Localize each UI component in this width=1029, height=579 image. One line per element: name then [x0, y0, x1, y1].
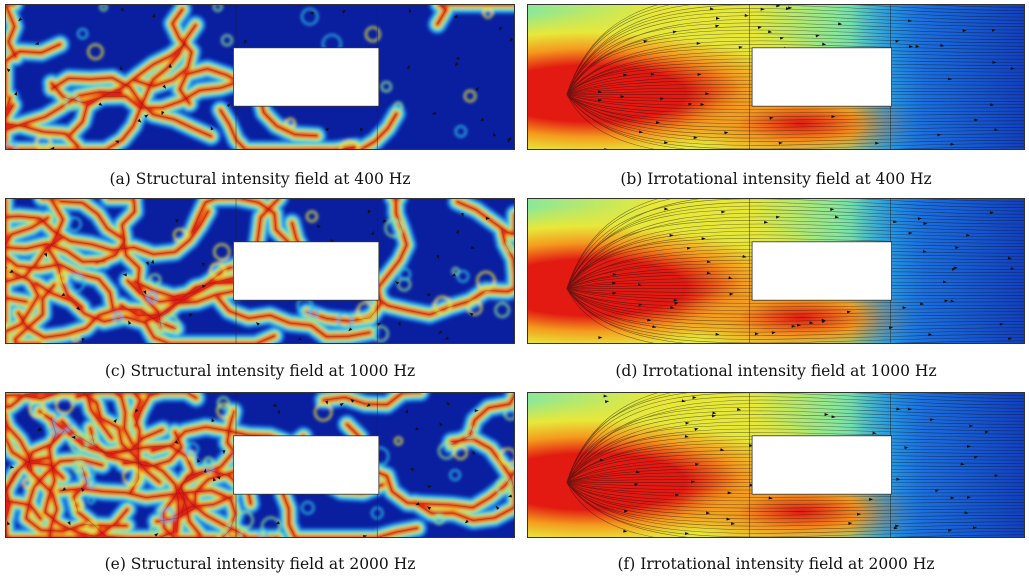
caption-e: (e) Structural intensity field at 2000 H… [104, 555, 416, 573]
structural-intensity-plot-1000hz [5, 198, 515, 344]
caption-a: (a) Structural intensity field at 400 Hz [109, 170, 411, 188]
caption-d: (d) Irrotational intensity field at 1000… [615, 362, 937, 380]
structural-intensity-plot-400hz [5, 4, 515, 150]
structural-intensity-plot-2000hz [5, 392, 515, 538]
irrotational-intensity-plot-1000hz [527, 198, 1025, 344]
caption-c: (c) Structural intensity field at 1000 H… [104, 362, 416, 380]
caption-b: (b) Irrotational intensity field at 400 … [620, 170, 932, 188]
plate-cutout [233, 47, 380, 107]
panel-d [527, 198, 1025, 344]
panel-c [5, 198, 515, 344]
panel-a [5, 4, 515, 150]
panel-e [5, 392, 515, 538]
plate-cutout [751, 435, 892, 495]
caption-f: (f) Irrotational intensity field at 2000… [617, 555, 935, 573]
panel-f [527, 392, 1025, 538]
panel-b [527, 4, 1025, 150]
irrotational-intensity-plot-400hz [527, 4, 1025, 150]
irrotational-intensity-plot-2000hz [527, 392, 1025, 538]
plate-cutout [751, 241, 892, 301]
plate-cutout [751, 47, 892, 107]
plate-cutout [233, 435, 380, 495]
plate-cutout [233, 241, 380, 301]
